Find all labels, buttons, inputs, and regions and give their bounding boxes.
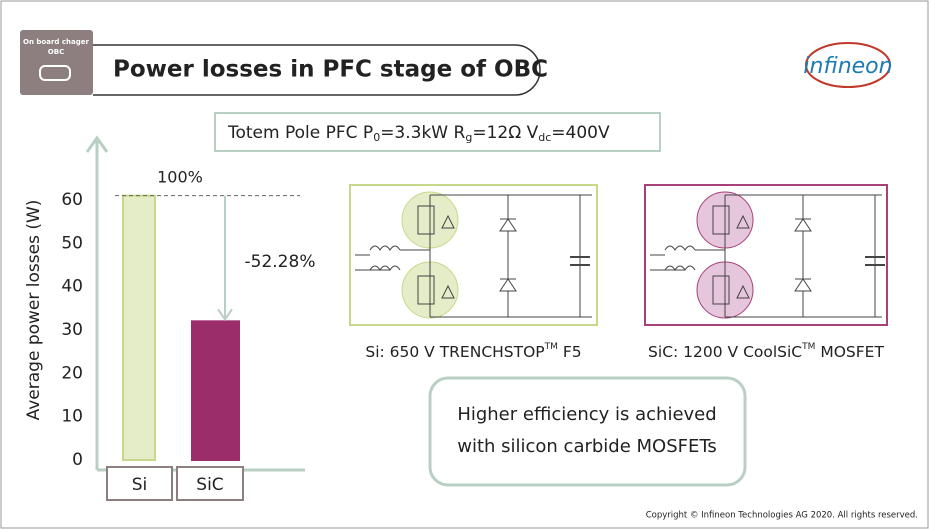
capacitor	[570, 256, 590, 266]
badge	[20, 30, 93, 95]
wiring	[355, 194, 592, 318]
title-outline	[93, 44, 541, 96]
x-tick-label: SiC	[196, 475, 223, 495]
subscript: g	[465, 131, 472, 144]
circuit-box	[644, 184, 888, 326]
diode	[736, 214, 750, 229]
reduction-arrow	[217, 195, 233, 322]
formula-part: =12Ω V	[472, 123, 538, 143]
diode	[441, 214, 455, 229]
y-tick-label: 0	[72, 450, 83, 470]
inductor	[664, 265, 696, 271]
trademark: TM	[801, 342, 815, 352]
annotation: 100%	[157, 168, 203, 187]
inductor	[369, 245, 401, 251]
switch	[712, 275, 730, 305]
diode	[794, 278, 812, 292]
caption-part: F5	[558, 343, 582, 361]
diode	[736, 284, 750, 299]
inductor	[664, 245, 696, 251]
diode	[441, 284, 455, 299]
wiring	[650, 194, 882, 318]
bar	[191, 320, 240, 462]
badge-text: On board chager	[23, 38, 89, 46]
trademark: TM	[544, 342, 558, 352]
y-tick-label: 40	[61, 277, 83, 297]
badge-text: OBC	[48, 48, 64, 56]
caption-part: SiC: 1200 V CoolSiC	[648, 343, 802, 361]
formula-part: Totem Pole PFC P	[227, 123, 373, 143]
y-tick-label: 50	[61, 233, 83, 253]
circuit-box	[349, 184, 598, 326]
logo-swoosh	[805, 42, 891, 88]
switch	[417, 275, 435, 305]
subscript: dc	[538, 131, 551, 144]
switch	[417, 205, 435, 235]
formula-part: =400V	[551, 123, 610, 143]
y-tick-label: 20	[61, 363, 83, 383]
circuit-caption: SiC: 1200 V CoolSiCTM MOSFET	[648, 342, 884, 361]
y-tick-label: 30	[61, 320, 83, 340]
diode	[794, 218, 812, 232]
logo: infineon	[803, 54, 892, 79]
inductor	[369, 265, 401, 271]
circuit-caption: Si: 650 V TRENCHSTOPTM F5	[365, 342, 581, 361]
conclusion-box	[428, 376, 747, 487]
title: Power losses in PFC stage of OBC	[113, 57, 548, 83]
diode	[499, 278, 517, 292]
copyright: Copyright © Infineon Technologies AG 202…	[646, 511, 918, 521]
category-box	[176, 466, 244, 501]
y-axis-label: Average power losses (W)	[24, 200, 44, 421]
formula: Totem Pole PFC P0=3.3kW Rg=12Ω Vdc=400V	[227, 123, 610, 144]
annotation: -52.28%	[245, 252, 316, 272]
car-icon	[39, 65, 71, 81]
diode	[499, 218, 517, 232]
y-axis	[85, 135, 109, 470]
category-box	[106, 466, 173, 501]
capacitor	[865, 256, 885, 266]
y-tick-label: 10	[61, 407, 83, 427]
x-tick-label: Si	[132, 475, 148, 495]
formula-box	[214, 112, 661, 152]
caption-part: Si: 650 V TRENCHSTOP	[365, 343, 544, 361]
conclusion: Higher efficiency is achieved	[457, 404, 716, 425]
switch	[712, 205, 730, 235]
subscript: 0	[373, 131, 380, 144]
caption-part: MOSFET	[815, 343, 884, 361]
conclusion: with silicon carbide MOSFETs	[457, 436, 717, 457]
bar	[122, 194, 156, 462]
formula-part: =3.3kW R	[380, 123, 465, 143]
y-tick-label: 60	[61, 190, 83, 210]
